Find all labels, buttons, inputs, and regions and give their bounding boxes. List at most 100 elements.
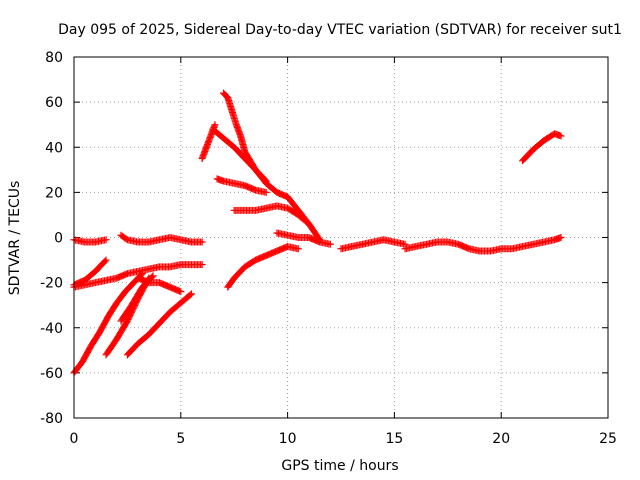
data-point-run bbox=[274, 189, 290, 200]
data-point-run bbox=[105, 300, 120, 319]
data-point-run bbox=[203, 133, 214, 150]
data-point-run bbox=[125, 268, 141, 277]
data-point-run bbox=[306, 221, 323, 242]
data-point-run bbox=[88, 329, 103, 349]
data-point-run bbox=[71, 359, 86, 376]
x-axis-label: GPS time / hours bbox=[281, 458, 398, 474]
data-point-run bbox=[114, 270, 130, 282]
y-tick-label: 40 bbox=[45, 140, 63, 156]
data-point-run bbox=[113, 318, 131, 342]
data-point-run bbox=[229, 109, 240, 127]
y-tick-label: 60 bbox=[45, 95, 63, 111]
data-point-run bbox=[285, 205, 301, 218]
y-tick-label: -40 bbox=[40, 321, 63, 337]
y-axis-label: SDTVAR / TECUs bbox=[7, 181, 23, 296]
data-point-run bbox=[552, 234, 564, 243]
data-point-run bbox=[221, 177, 237, 187]
data-point-run bbox=[349, 241, 365, 250]
data-point-run bbox=[118, 232, 130, 243]
data-point-run bbox=[82, 268, 98, 283]
data-point-run bbox=[403, 243, 418, 252]
x-tick-label: 20 bbox=[492, 431, 510, 447]
data-point-run bbox=[253, 167, 269, 184]
data-point-run bbox=[242, 257, 258, 270]
data-point-run bbox=[231, 264, 248, 281]
data-point-run bbox=[274, 229, 290, 239]
series-trace-n bbox=[230, 202, 324, 244]
data-point-run bbox=[253, 204, 269, 214]
data-point-run bbox=[168, 234, 183, 243]
data-point-run bbox=[221, 90, 231, 100]
data-point-run bbox=[225, 275, 237, 290]
data-point-run bbox=[122, 280, 137, 295]
series-trace-s bbox=[519, 130, 565, 165]
data-point-run bbox=[552, 130, 564, 140]
data-point-run bbox=[157, 309, 173, 326]
data-point-run bbox=[167, 284, 183, 295]
data-point-run bbox=[531, 238, 546, 248]
data-point-run bbox=[128, 284, 146, 308]
series-trace-i bbox=[134, 274, 185, 296]
data-point-run bbox=[82, 279, 98, 289]
data-point-run bbox=[79, 343, 94, 364]
series-trace-o bbox=[224, 243, 302, 291]
data-point-run bbox=[136, 265, 151, 275]
x-tick-label: 5 bbox=[176, 431, 185, 447]
y-tick-label: 80 bbox=[45, 50, 63, 66]
data-point-run bbox=[189, 238, 205, 246]
data-point-run bbox=[189, 261, 205, 269]
data-points bbox=[70, 89, 565, 377]
data-point-run bbox=[520, 147, 536, 164]
data-point-run bbox=[214, 175, 226, 185]
data-point-run bbox=[285, 243, 301, 252]
data-point-run bbox=[178, 291, 194, 306]
x-tick-label: 25 bbox=[599, 431, 617, 447]
data-point-run bbox=[146, 320, 162, 337]
data-point-run bbox=[253, 252, 269, 263]
series-trace-r bbox=[401, 234, 565, 255]
data-point-run bbox=[339, 243, 354, 252]
series-trace-h bbox=[117, 231, 206, 246]
data-point-run bbox=[232, 180, 247, 189]
series-trace-q bbox=[337, 236, 409, 253]
data-point-run bbox=[224, 95, 236, 114]
x-tick-label: 10 bbox=[279, 431, 297, 447]
data-point-run bbox=[295, 212, 312, 227]
data-point-run bbox=[72, 281, 87, 291]
data-point-run bbox=[92, 257, 109, 274]
data-point-run bbox=[264, 248, 280, 259]
y-tick-label: -80 bbox=[40, 411, 63, 427]
data-point-run bbox=[221, 135, 237, 150]
data-point-run bbox=[233, 122, 244, 139]
data-point-run bbox=[285, 194, 301, 213]
series-trace-a bbox=[70, 236, 110, 246]
x-tick-label: 15 bbox=[385, 431, 403, 447]
data-point-run bbox=[96, 314, 111, 335]
data-point-run bbox=[210, 126, 226, 141]
data-point-run bbox=[103, 336, 120, 358]
data-point-run bbox=[242, 182, 258, 194]
plot-frame bbox=[73, 56, 609, 419]
y-tick-label: 20 bbox=[45, 185, 63, 201]
data-point-run bbox=[104, 274, 119, 284]
data-point-run bbox=[263, 180, 280, 195]
data-point-run bbox=[392, 238, 408, 248]
data-point-run bbox=[530, 137, 547, 153]
data-point-run bbox=[274, 202, 290, 212]
series-trace-l bbox=[209, 125, 270, 185]
data-point-run bbox=[199, 145, 210, 161]
series-trace-p bbox=[273, 229, 334, 248]
grid-lines bbox=[74, 57, 608, 418]
data-point-run bbox=[242, 156, 258, 173]
data-point-run bbox=[413, 241, 429, 250]
x-tick-label: 0 bbox=[70, 431, 79, 447]
data-point-run bbox=[541, 236, 557, 246]
data-point-run bbox=[445, 238, 461, 248]
chart-title: Day 095 of 2025, Sidereal Day-to-day VTE… bbox=[58, 22, 622, 38]
data-point-run bbox=[93, 236, 109, 246]
data-point-run bbox=[317, 238, 333, 248]
series-trace-j bbox=[198, 121, 219, 163]
data-point-run bbox=[306, 234, 322, 245]
data-point-run bbox=[456, 241, 472, 252]
data-point-run bbox=[118, 303, 135, 324]
